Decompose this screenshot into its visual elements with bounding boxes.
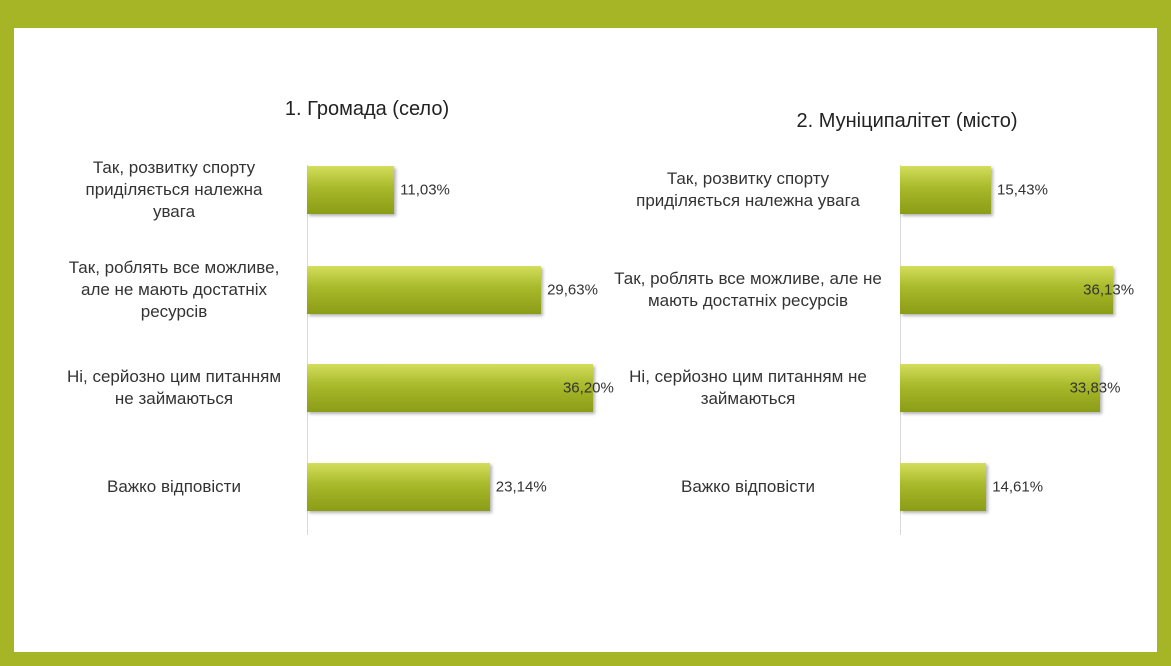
value-label: 36,20% — [562, 379, 614, 397]
bar — [307, 463, 490, 511]
chart-title: 2. Муніципалітет (місто) — [796, 110, 1018, 132]
chart-title: 1. Громада (село) — [284, 98, 450, 120]
category-label: Важко відповісти — [107, 477, 241, 496]
category-label: Ні, серйозно цим питанням не займаються — [66, 367, 282, 408]
axis-line — [307, 165, 308, 535]
bar — [900, 166, 992, 214]
bar — [900, 364, 1100, 412]
bar — [307, 266, 542, 314]
value-label: 29,63% — [547, 281, 598, 299]
category-label: Ні, серйозно цим питанням не займаються — [629, 367, 867, 408]
value-label: 33,83% — [1069, 379, 1121, 397]
value-label: 36,13% — [1083, 281, 1135, 299]
bar — [307, 364, 593, 412]
value-label: 14,61% — [992, 478, 1044, 496]
category-label: Так, розвитку спорту приділяється належн… — [85, 158, 263, 221]
category-label: Так, розвитку спорту приділяється належн… — [636, 169, 860, 210]
category-label: Так, роблять все можливе, але не мають д… — [614, 269, 882, 310]
category-label: Так, роблять все можливе, але не мають д… — [68, 258, 280, 321]
value-label: 15,43% — [997, 181, 1048, 199]
bar — [900, 463, 987, 511]
axis-line — [900, 165, 901, 535]
value-label: 23,14% — [495, 478, 547, 496]
category-label: Важко відповісти — [681, 477, 815, 496]
slide: 1. Громада (село) Так, розвитку спорту пр… — [14, 28, 1157, 652]
bar — [307, 166, 395, 214]
value-label: 11,03% — [400, 181, 450, 199]
bar — [900, 266, 1114, 314]
